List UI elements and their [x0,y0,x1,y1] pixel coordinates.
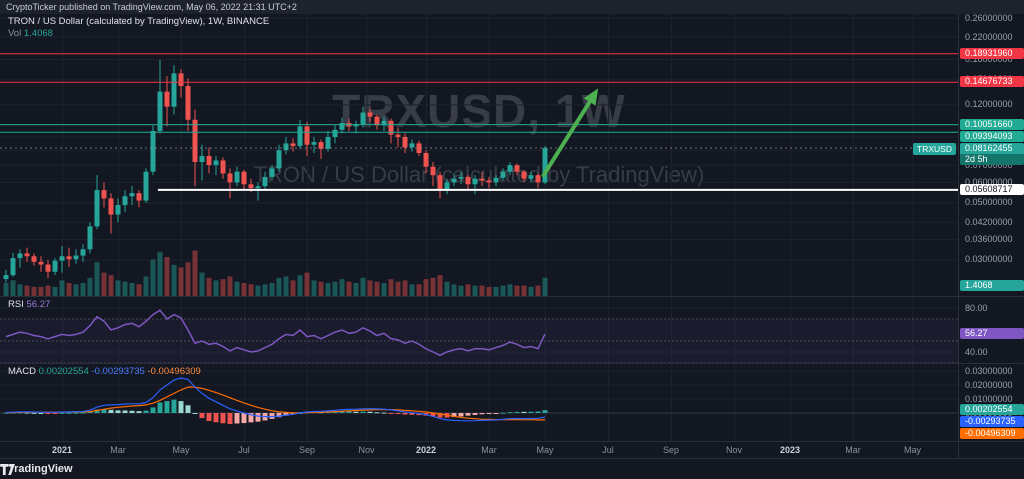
macd-histogram [3,399,548,425]
price-axis[interactable]: 0.260000000.220000000.180000000.15000000… [958,0,1024,479]
rsi-line [5,309,546,357]
pane-separator[interactable] [0,296,1024,297]
symbol-price-tag: TRXUSD [913,142,956,155]
drawn-levels[interactable] [0,53,958,191]
rsi-label[interactable]: RSI [8,299,24,310]
macd-tick: 0.01000000 [965,393,1013,404]
volume-bars [3,250,548,296]
price-tick: 0.26000000 [965,12,1013,23]
macd-pane-canvas[interactable] [0,363,958,441]
time-label: 2023 [779,445,801,455]
macd-value-badge: -0.00293735 [960,416,1024,428]
time-label: May [172,445,190,455]
attribution-text: CryptoTicker published on TradingView.co… [6,2,297,12]
tradingview-wordmark[interactable]: TradingView [8,463,73,475]
macd-grid [0,363,958,441]
macd-tick: 0.03000000 [965,365,1013,376]
time-label: Mar [110,445,126,455]
volume-badge: 1.4068 [960,280,1024,291]
time-label: Jul [602,445,614,455]
price-line-badge: 0.05608717 [960,183,1024,195]
time-label: Jul [238,445,250,455]
macd-signal-line [5,386,545,421]
last-price-badge: 0.08162455 2d 5h [960,142,1024,165]
time-label: 2022 [415,445,437,455]
time-label: Mar [845,445,861,455]
symbol-title[interactable]: TRON / US Dollar (calculated by TradingV… [8,16,270,27]
rsi-tick: 40.00 [965,346,988,357]
price-tick: 0.18000000 [965,53,1013,64]
rsi-tick: 80.00 [965,302,988,313]
macd-hist-value: 0.00202554 [38,366,89,377]
macd-tick: 0.02000000 [965,379,1013,390]
up-arrow-drawing[interactable] [541,88,599,178]
time-label: Sep [662,445,680,455]
main-chart-canvas[interactable] [0,14,958,296]
main-legend: TRON / US Dollar (calculated by TradingV… [8,16,269,40]
time-label: Sep [298,445,316,455]
time-label: Nov [725,445,743,455]
price-tick: 0.06000000 [965,176,1013,187]
rsi-legend: RSI 56.27 [8,299,50,310]
rsi-value: 56.27 [26,299,51,310]
price-line-badge: 0.18931960 [960,47,1024,59]
time-axis[interactable]: 2021 Mar May Jul Sep Nov 2022 Mar May Jul Sep Nov 20… [0,441,1024,458]
price-tick: 0.22000000 [965,31,1013,42]
macd-line-value: -0.00293735 [91,366,145,377]
volume-value: 1.4068 [23,28,53,39]
rsi-value-badge: 56.27 [960,328,1024,340]
macd-signal-value: -0.00496309 [147,366,201,377]
time-label: Mar [481,445,497,455]
footer-bar: TradingView [0,458,1024,479]
attribution-bar: CryptoTicker published on TradingView.co… [0,0,1024,14]
macd-value-badge: 0.00202554 [960,404,1024,416]
time-label: May [536,445,554,455]
main-grid [0,14,958,296]
price-tick: 0.03600000 [965,234,1013,245]
price-tick: 0.05000000 [965,197,1013,208]
macd-legend: MACD 0.00202554 -0.00293735 -0.00496309 [8,366,201,377]
rsi-band-fill [0,319,958,363]
price-line-badge: 0.09394093 [960,130,1024,142]
price-line-badge: 0.14676733 [960,76,1024,88]
price-tick: 0.12000000 [965,99,1013,110]
candlesticks [3,59,548,283]
macd-value-badge: -0.00496309 [960,428,1024,440]
pane-separator[interactable] [0,363,1024,364]
price-tick: 0.04200000 [965,216,1013,227]
macd-label[interactable]: MACD [8,366,36,377]
tradingview-logo-icon[interactable] [0,463,15,475]
time-label: May [903,445,922,455]
price-line-badge: 0.10051660 [960,118,1024,130]
rsi-pane-canvas[interactable] [0,296,958,363]
price-tick: 0.03000000 [965,254,1013,265]
rsi-grid [0,296,958,363]
macd-line [5,377,546,422]
time-label: 2021 [51,445,73,455]
time-label: Nov [358,445,375,455]
volume-label[interactable]: Vol [8,28,22,39]
